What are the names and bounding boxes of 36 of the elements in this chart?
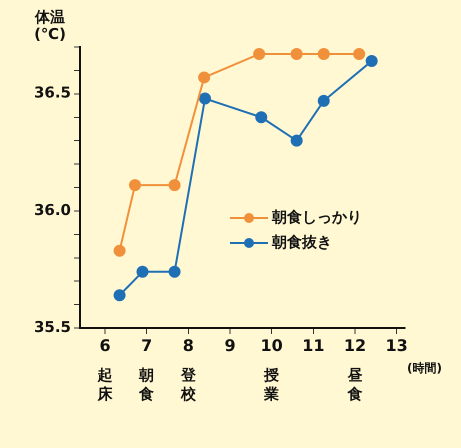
x-tick-label: 7 [141, 336, 152, 355]
text: 昼食 [346, 366, 362, 403]
y-tick-label: 36.5 [34, 84, 71, 102]
x-tick-label: 10 [260, 336, 283, 355]
x-tick-label: 13 [386, 336, 408, 355]
point [136, 266, 148, 278]
point [318, 94, 330, 107]
text: 登校 [180, 366, 197, 403]
y-tick-label: 35.5 [34, 318, 71, 336]
x-tick-label: 6 [99, 336, 111, 355]
point [318, 48, 330, 60]
point [255, 111, 268, 124]
point [168, 266, 181, 278]
point [129, 179, 141, 192]
point [253, 48, 266, 60]
point [199, 92, 211, 105]
point [114, 244, 126, 257]
legend-label: 朝食抜き [271, 232, 332, 251]
point [353, 48, 366, 60]
legend-label: 朝食しっかり [271, 208, 362, 226]
point [366, 55, 378, 68]
x-tick-label: 12 [344, 336, 366, 355]
point [290, 134, 303, 147]
text: 授業 [263, 366, 280, 403]
x-tick-label: 9 [224, 336, 236, 355]
point [114, 289, 126, 302]
point [290, 48, 303, 60]
x-tick-label: 8 [182, 336, 194, 355]
x-axis-title: (時間) [407, 361, 442, 375]
y-axis-title: 体温 (℃) [34, 8, 66, 43]
point [198, 71, 210, 84]
point [168, 179, 181, 192]
y-tick-label: 36.0 [34, 200, 71, 219]
text: 朝食 [138, 366, 154, 403]
x-tick-label: 11 [302, 336, 324, 355]
text: 起床 [96, 366, 114, 403]
